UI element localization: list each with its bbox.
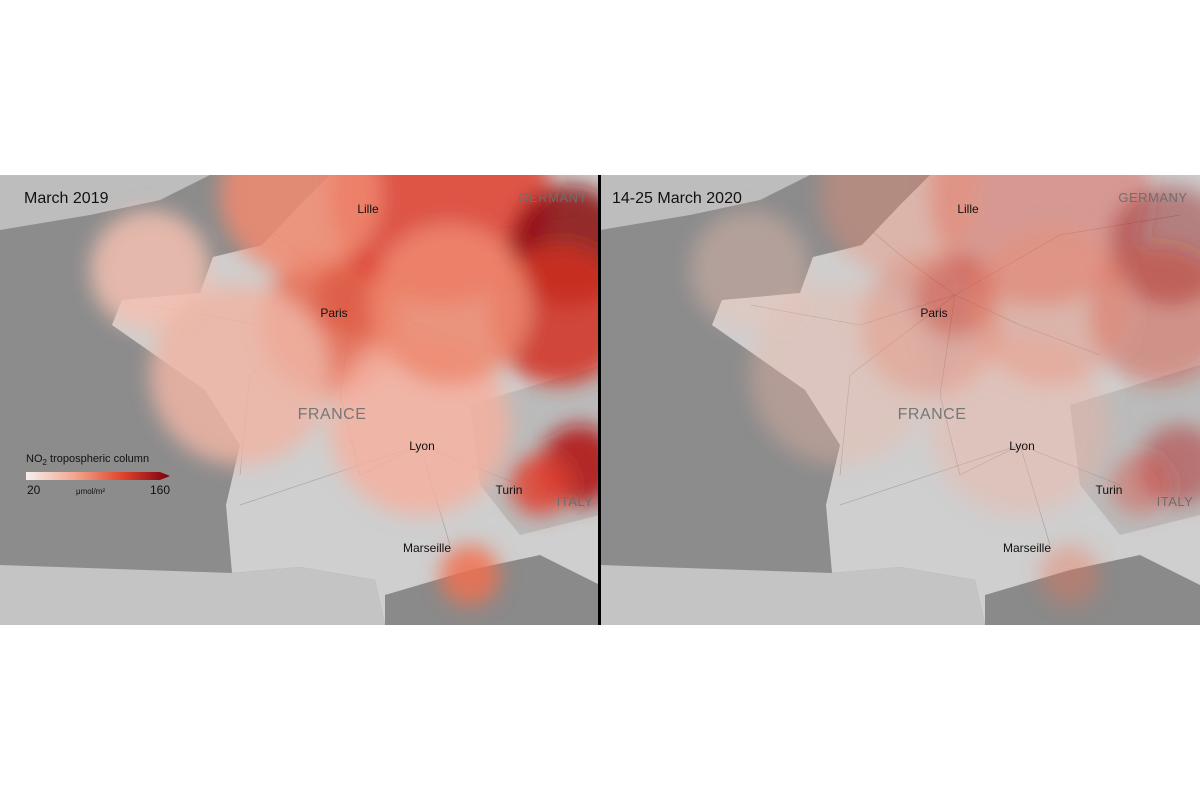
no2-plume	[90, 210, 210, 330]
legend-min: 20	[27, 483, 41, 497]
no2-plume	[440, 545, 500, 605]
country-label: FRANCE	[298, 406, 367, 423]
city-label: Turin	[496, 483, 523, 497]
no2-plume	[1110, 455, 1170, 515]
city-label: Marseille	[403, 541, 451, 555]
city-label: Lyon	[409, 439, 435, 453]
no2-plume	[370, 225, 530, 385]
city-label: Paris	[920, 306, 947, 320]
legend-unit: μmol/m²	[76, 487, 105, 496]
no2-plume	[970, 225, 1130, 385]
divider	[598, 175, 601, 625]
city-label: Turin	[1096, 483, 1123, 497]
panel-title: 14-25 March 2020	[612, 190, 742, 207]
city-label: Lille	[357, 202, 379, 216]
country-label: GERMANY	[518, 190, 587, 205]
country-label: FRANCE	[898, 406, 967, 423]
legend: NO2 tropospheric column 20 μmol/m² 160	[26, 453, 170, 497]
city-label: Lille	[957, 202, 979, 216]
no2-plume	[220, 175, 380, 275]
legend-title-part: NO	[26, 453, 43, 465]
no2-plume	[510, 455, 570, 515]
no2-plume	[1040, 545, 1100, 605]
country-label: GERMANY	[1118, 190, 1187, 205]
no2-plume	[750, 285, 930, 465]
map-panel	[601, 175, 1200, 625]
legend-title-part: tropospheric column	[47, 453, 149, 465]
country-label: ITALY	[557, 494, 594, 509]
legend-max: 160	[150, 483, 170, 497]
legend-title-part: 2	[43, 458, 48, 467]
no2-plume	[690, 210, 810, 330]
city-label: Lyon	[1009, 439, 1035, 453]
no2-plume	[820, 175, 980, 275]
panel-title: March 2019	[24, 190, 109, 207]
no2-plume	[150, 285, 330, 465]
city-label: Marseille	[1003, 541, 1051, 555]
country-label: ITALY	[1157, 494, 1194, 509]
legend-title: NO2 tropospheric column	[26, 453, 149, 467]
city-label: Paris	[320, 306, 347, 320]
map-panel	[0, 175, 598, 625]
legend-colorbar	[26, 472, 170, 480]
